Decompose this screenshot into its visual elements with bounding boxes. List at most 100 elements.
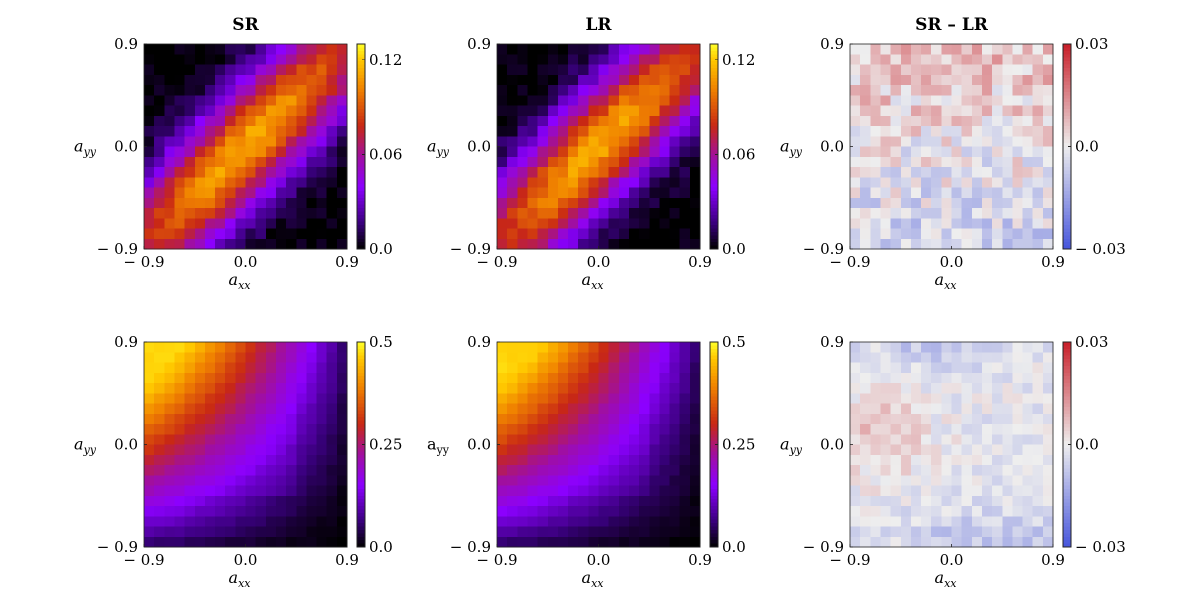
y-tick-label: 0.0	[467, 436, 491, 454]
heatmap-cell	[497, 526, 508, 538]
heatmap-cell	[618, 85, 630, 96]
heatmap-cell	[1032, 444, 1044, 456]
heatmap-cell	[870, 74, 882, 86]
heatmap-cell	[215, 177, 226, 189]
heatmap-cell	[326, 454, 338, 466]
heatmap-cell	[215, 44, 226, 55]
heatmap-cell	[144, 197, 155, 209]
heatmap-cell	[870, 85, 882, 96]
heatmap-cell	[870, 465, 882, 476]
heatmap-cell	[951, 54, 963, 66]
colorbar: 0.120.060.0	[356, 43, 402, 258]
heatmap-cell	[971, 465, 983, 476]
heatmap-cell	[537, 238, 549, 250]
heatmap-cell	[1032, 115, 1044, 127]
heatmap-cell	[1002, 465, 1013, 476]
heatmap-cell	[275, 85, 287, 96]
heatmap-cell	[225, 465, 236, 476]
heatmap-cell	[961, 156, 973, 168]
heatmap-cell	[296, 238, 307, 250]
colorbar-step	[1063, 430, 1071, 435]
heatmap-cell	[497, 372, 508, 384]
heatmap-cell	[1042, 526, 1054, 538]
heatmap-cell	[336, 536, 348, 548]
heatmap-cell	[639, 403, 650, 415]
heatmap-cell	[316, 352, 328, 364]
heatmap-cell	[659, 362, 671, 374]
colorbar-step	[1063, 540, 1071, 545]
heatmap-cell	[527, 177, 539, 189]
heatmap-cell	[547, 74, 559, 86]
heatmap-cell	[245, 74, 257, 86]
heatmap-cell	[588, 454, 600, 466]
heatmap-cell	[547, 444, 559, 456]
heatmap-cell	[639, 44, 650, 55]
heatmap-cell	[860, 228, 871, 240]
heatmap-cell	[235, 413, 247, 425]
heatmap-cell	[265, 526, 277, 538]
heatmap-cell	[689, 454, 701, 466]
heatmap-cell	[951, 536, 963, 548]
heatmap-cell	[1022, 454, 1034, 466]
heatmap-cell	[1032, 177, 1044, 189]
heatmap-cell	[507, 156, 518, 168]
heatmap-cell	[557, 342, 569, 353]
colorbar-step	[710, 242, 718, 247]
heatmap-cell	[971, 454, 983, 466]
y-tick-label: 0.0	[114, 436, 138, 454]
heatmap-cell	[568, 424, 579, 435]
heatmap-cell	[649, 64, 660, 76]
heatmap-cell	[286, 465, 297, 476]
heatmap-cell	[275, 105, 287, 117]
heatmap-cell	[971, 228, 983, 240]
heatmap-cell	[557, 228, 569, 240]
heatmap-cell	[164, 95, 176, 107]
heatmap-cell	[598, 197, 610, 209]
heatmap-cell	[961, 444, 973, 456]
heatmap-cell	[588, 352, 600, 364]
colorbar-step	[1063, 139, 1071, 144]
heatmap-cell	[941, 146, 953, 158]
heatmap-cell	[850, 413, 861, 425]
heatmap-cell	[1042, 516, 1054, 528]
heatmap-cell	[951, 197, 963, 209]
heatmap-cell	[890, 393, 902, 405]
heatmap-cell	[245, 454, 257, 466]
colorbar-step	[357, 410, 365, 415]
colorbar-step	[1063, 85, 1071, 89]
heatmap-cell	[659, 218, 671, 230]
heatmap-cell	[144, 536, 155, 548]
heatmap-cell	[1002, 413, 1013, 425]
colorbar-tick-label: 0.25	[722, 436, 755, 454]
heatmap-cell	[568, 167, 579, 178]
colorbar-step	[710, 194, 718, 199]
heatmap-cell	[1042, 74, 1054, 86]
heatmap-cell	[547, 413, 559, 425]
heatmap-cell	[618, 475, 630, 487]
heatmap-cell	[1022, 393, 1034, 405]
heatmap-cell	[255, 167, 267, 178]
heatmap-cell	[1002, 156, 1013, 168]
heatmap-cell	[215, 393, 226, 405]
heatmap-cell	[265, 362, 277, 374]
heatmap-cell	[174, 136, 186, 148]
heatmap-cell	[517, 444, 529, 456]
heatmap-cell	[235, 495, 247, 507]
colorbar-step	[710, 61, 718, 65]
heatmap-cell	[659, 495, 671, 507]
colorbar-step	[357, 523, 365, 527]
heatmap-cell	[890, 228, 902, 240]
heatmap-cell	[981, 536, 993, 548]
heatmap-cell	[578, 383, 589, 394]
heatmap-cell	[921, 454, 932, 466]
heatmap-cell	[245, 393, 257, 405]
heatmap-cell	[951, 136, 963, 148]
heatmap-cell	[951, 126, 963, 137]
heatmap-cell	[669, 475, 681, 487]
heatmap-cell	[679, 208, 691, 219]
colorbar-step	[1063, 352, 1071, 357]
colorbar-step	[710, 492, 718, 497]
heatmap-cell	[306, 342, 318, 353]
heatmap-cell	[336, 208, 348, 219]
